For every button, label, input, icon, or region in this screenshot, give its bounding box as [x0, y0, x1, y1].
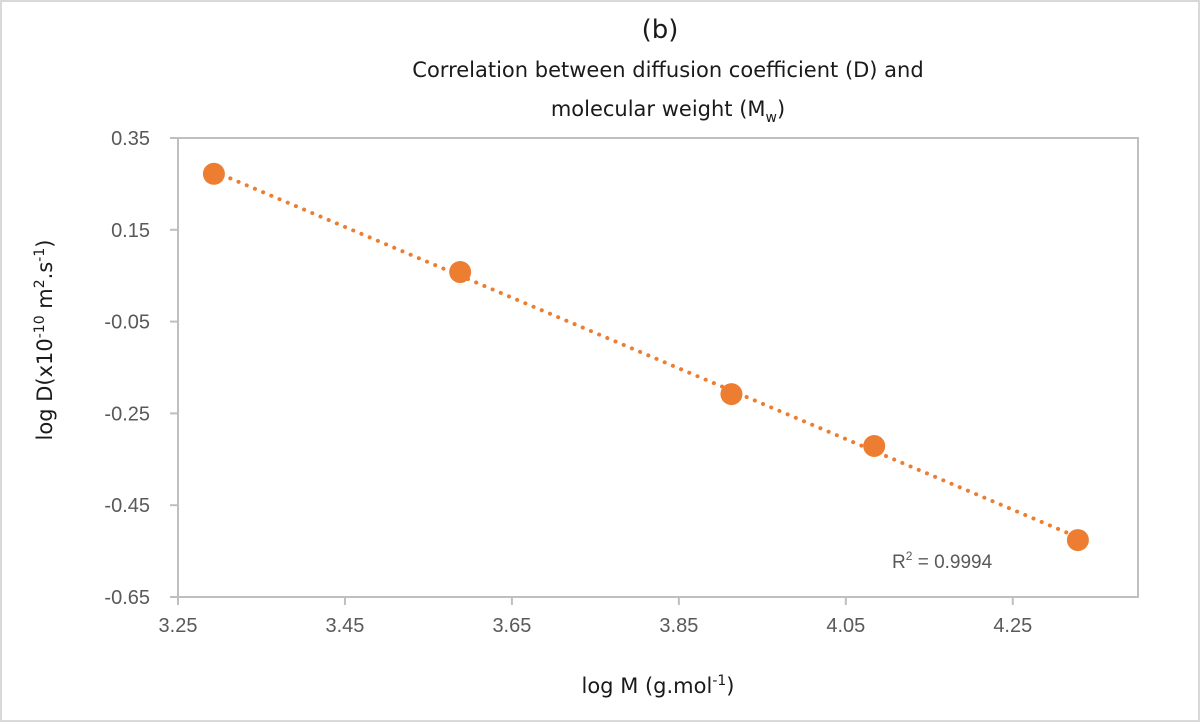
y-axis-title-mid2: .s	[33, 262, 57, 280]
data-point	[1066, 529, 1089, 552]
data-point	[202, 162, 225, 185]
r-squared-sup: 2	[906, 549, 913, 563]
plot-area-border	[177, 137, 1139, 598]
x-tick-label: 3.45	[325, 615, 364, 637]
chart-title-line1: Correlation between diffusion coefficien…	[412, 58, 923, 82]
title-line2-main: molecular weight (M	[551, 97, 766, 121]
x-tick-label: 3.25	[159, 615, 198, 637]
data-point	[863, 434, 886, 457]
y-axis-title-sup2: 2	[32, 279, 48, 288]
y-axis-ticks: 0.35 0.15 -0.05 -0.25 -0.45 -0.65	[104, 128, 178, 609]
y-tick-label: 0.15	[111, 220, 150, 242]
data-points	[202, 162, 1089, 552]
data-point	[720, 383, 743, 406]
x-tick-label: 3.85	[659, 615, 698, 637]
y-axis-title-end: )	[33, 240, 57, 248]
title-line2-end: )	[777, 97, 785, 121]
title-line2-subscript: w	[766, 110, 777, 126]
x-tick-label: 4.25	[993, 615, 1032, 637]
x-axis-title-main: log M (g.mol	[582, 674, 713, 698]
data-point	[449, 261, 472, 284]
y-axis-title-sup1: -10	[32, 315, 48, 338]
panel-label: (b)	[642, 15, 679, 45]
y-tick-label: -0.05	[104, 312, 150, 334]
x-axis-title-sup: -1	[712, 673, 726, 689]
chart-title-line2: molecular weight (Mw)	[551, 97, 785, 126]
r-squared-label: R2 = 0.9994	[892, 549, 993, 573]
r-squared-value: = 0.9994	[912, 552, 992, 573]
y-axis-title-mid: m	[33, 288, 57, 315]
r-squared-main: R	[892, 552, 906, 573]
y-axis-title-sup3: -1	[32, 248, 48, 262]
x-axis-title-end: )	[726, 674, 734, 698]
y-tick-label: 0.35	[111, 128, 150, 150]
y-axis-title-main: log D(x10	[33, 338, 57, 440]
x-tick-label: 3.65	[492, 615, 531, 637]
x-axis-title: log M (g.mol-1)	[582, 673, 735, 698]
trendline-group	[211, 169, 1080, 540]
x-axis-ticks: 3.25 3.45 3.65 3.85 4.05 4.25	[159, 597, 1032, 637]
y-axis-title: log D(x10-10 m2.s-1)	[32, 240, 57, 441]
y-tick-label: -0.65	[104, 587, 150, 609]
plot-area	[177, 137, 1139, 598]
trendline	[211, 169, 1080, 540]
y-tick-label: -0.25	[104, 403, 150, 425]
y-tick-label: -0.45	[104, 495, 150, 517]
x-tick-label: 4.05	[826, 615, 865, 637]
